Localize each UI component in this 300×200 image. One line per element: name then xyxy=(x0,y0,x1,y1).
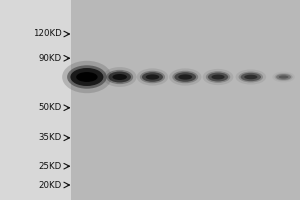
Ellipse shape xyxy=(238,72,263,82)
Ellipse shape xyxy=(70,68,104,86)
Ellipse shape xyxy=(206,71,230,83)
Ellipse shape xyxy=(67,65,107,89)
Ellipse shape xyxy=(244,75,257,79)
Ellipse shape xyxy=(137,68,168,86)
Ellipse shape xyxy=(241,73,261,81)
Text: 25KD: 25KD xyxy=(38,162,62,171)
Text: 20KD: 20KD xyxy=(38,181,62,190)
Bar xyxy=(0,0,70,200)
Ellipse shape xyxy=(208,72,228,82)
Ellipse shape xyxy=(76,72,98,82)
Ellipse shape xyxy=(174,72,196,82)
Bar xyxy=(70,0,300,200)
Text: 90KD: 90KD xyxy=(38,54,61,63)
Ellipse shape xyxy=(62,61,112,93)
Ellipse shape xyxy=(140,71,165,83)
Ellipse shape xyxy=(106,70,133,84)
Ellipse shape xyxy=(108,72,131,82)
Ellipse shape xyxy=(169,68,201,86)
Ellipse shape xyxy=(112,74,127,80)
Text: 35KD: 35KD xyxy=(38,133,62,142)
Ellipse shape xyxy=(276,74,291,80)
Ellipse shape xyxy=(103,67,136,87)
Text: 50KD: 50KD xyxy=(38,103,62,112)
Ellipse shape xyxy=(274,73,292,81)
Text: 120KD: 120KD xyxy=(33,29,62,38)
Ellipse shape xyxy=(203,69,233,85)
Ellipse shape xyxy=(212,75,225,79)
Ellipse shape xyxy=(279,75,289,79)
Ellipse shape xyxy=(236,69,266,85)
Ellipse shape xyxy=(178,74,192,80)
Ellipse shape xyxy=(146,74,159,80)
Ellipse shape xyxy=(272,72,295,82)
Ellipse shape xyxy=(172,71,198,83)
Ellipse shape xyxy=(142,72,163,82)
